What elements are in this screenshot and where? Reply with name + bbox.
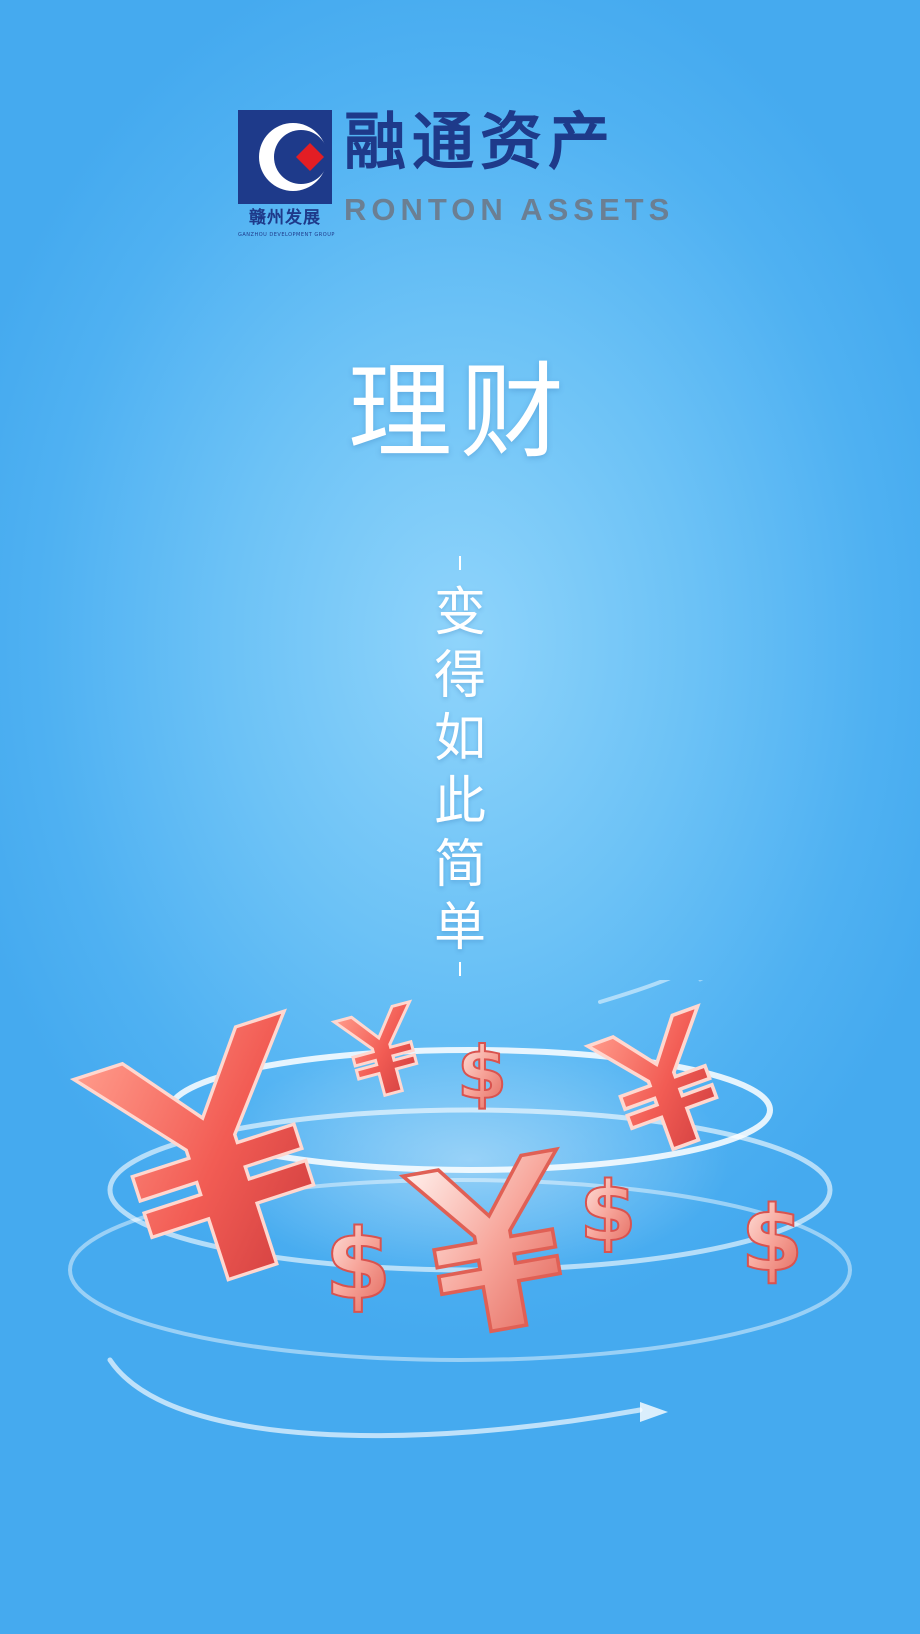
ronton-logo-icon [238, 110, 332, 204]
yen-icon [69, 1008, 316, 1282]
parent-company-cn: 赣州发展 [249, 208, 321, 228]
svg-text:$: $ [579, 1165, 636, 1260]
money-swirl-illustration: $ $ $ $ [68, 980, 852, 1439]
yen-icon [330, 999, 419, 1098]
svg-text:$: $ [325, 1209, 392, 1321]
svg-text:$: $ [457, 1031, 507, 1115]
slogan-top-tick [459, 556, 461, 570]
slogan-bottom-tick [459, 962, 461, 976]
brand-name-cn: 融通资产 [344, 105, 617, 178]
yen-icon [398, 1146, 563, 1334]
headline: 理财 [347, 351, 572, 473]
yen-icon [583, 1003, 719, 1152]
dollar-icon: $ $ $ $ [324, 1030, 805, 1322]
slogan-vertical: 变得如此简单 [433, 583, 486, 958]
brand-name-en: RONTON ASSETS [344, 192, 675, 227]
svg-text:$: $ [741, 1187, 804, 1292]
brand-logo: 赣州发展 GANZHOU DEVELOPMENT GROUP 融通资产 RONT… [238, 106, 688, 240]
parent-company-en: GANZHOU DEVELOPMENT GROUP [238, 232, 335, 238]
